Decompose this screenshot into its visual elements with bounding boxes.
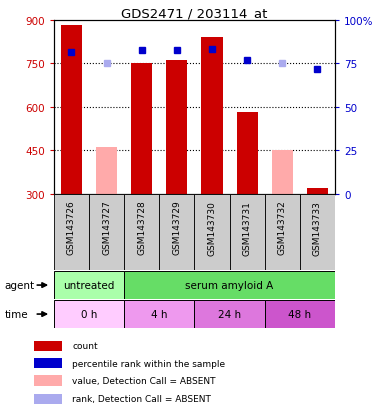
Bar [96,148,117,194]
Text: GSM143728: GSM143728 [137,200,146,255]
Bar [265,300,335,328]
Text: 24 h: 24 h [218,309,241,319]
Text: time: time [5,309,28,319]
Bar [229,194,265,271]
Bar [34,394,62,404]
Text: serum amyloid A: serum amyloid A [186,280,274,290]
Bar [34,341,62,351]
Text: GSM143731: GSM143731 [243,200,252,255]
Text: GSM143726: GSM143726 [67,200,76,255]
Bar [61,26,82,194]
Bar [34,375,62,386]
Text: GSM143733: GSM143733 [313,200,322,255]
Text: GSM143732: GSM143732 [278,200,287,255]
Bar [124,194,159,271]
Bar [124,300,194,328]
Bar [54,300,124,328]
Text: rank, Detection Call = ABSENT: rank, Detection Call = ABSENT [72,394,211,403]
Bar [194,194,229,271]
Bar [264,194,300,271]
Title: GDS2471 / 203114_at: GDS2471 / 203114_at [121,7,268,19]
Text: agent: agent [5,280,35,290]
Bar [272,151,293,194]
Bar [54,194,89,271]
Bar [300,194,335,271]
Text: untreated: untreated [64,280,115,290]
Text: 48 h: 48 h [288,309,311,319]
Bar [166,61,187,194]
Bar [131,64,152,194]
Text: value, Detection Call = ABSENT: value, Detection Call = ABSENT [72,376,216,385]
Bar [89,194,124,271]
Text: GSM143730: GSM143730 [208,200,216,255]
Text: GSM143729: GSM143729 [172,200,181,255]
Bar [159,194,194,271]
Text: GSM143727: GSM143727 [102,200,111,255]
Bar [34,358,62,368]
Text: count: count [72,342,98,351]
Text: percentile rank within the sample: percentile rank within the sample [72,359,226,368]
Bar [307,188,328,194]
Bar [194,300,265,328]
Bar [201,38,223,194]
Text: 4 h: 4 h [151,309,167,319]
Bar [124,271,335,299]
Bar [54,271,124,299]
Bar [236,113,258,194]
Text: 0 h: 0 h [81,309,97,319]
